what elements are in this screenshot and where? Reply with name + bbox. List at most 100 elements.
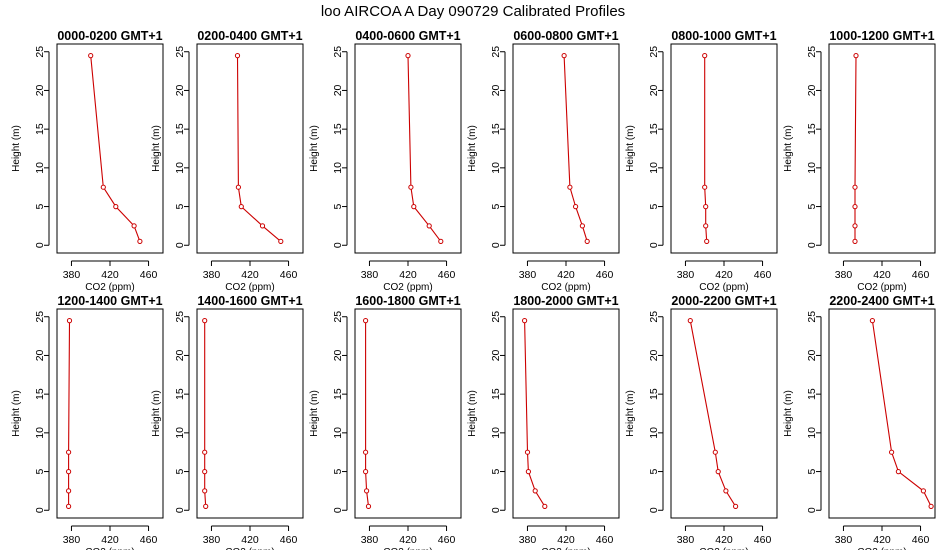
x-tick-label: 380	[361, 269, 379, 281]
y-tick-label: 0	[332, 242, 344, 248]
profile-line	[871, 320, 932, 507]
x-axis: 380 420 460 CO2 (ppm)	[519, 525, 614, 550]
x-axis-label: CO2 (ppm)	[225, 547, 274, 550]
y-tick-label: 20	[490, 349, 502, 361]
data-point	[561, 53, 567, 59]
data-point	[573, 204, 579, 210]
y-tick-label: 5	[490, 468, 502, 474]
data-point	[365, 503, 372, 509]
y-axis: 0 5 10 15 20 25 Height (m)	[467, 311, 506, 513]
panel-5: 0800-1000 GMT+1 380 420 460 CO2 (ppm) 0 5 10 15 2…	[625, 29, 778, 293]
y-tick-label: 5	[490, 203, 502, 209]
y-tick-label: 5	[174, 468, 186, 474]
y-tick-label: 25	[648, 311, 660, 323]
panel-1: 0000-0200 GMT+1 380 420 460 CO2 (ppm) 0 5 10 15 2…	[11, 29, 164, 293]
x-axis: 380 420 460 CO2 (ppm)	[677, 260, 771, 293]
data-point	[703, 204, 709, 210]
y-tick-label: 0	[332, 507, 344, 513]
panel-10: 1800-2000 GMT+1 380 420 460 CO2 (ppm) 0 5 10 15 2…	[467, 294, 620, 550]
data-point	[278, 238, 284, 244]
data-point	[715, 469, 721, 475]
y-tick-label: 20	[332, 349, 344, 361]
data-point	[100, 184, 106, 190]
x-tick-label: 420	[241, 269, 259, 281]
profile-line	[68, 320, 71, 507]
y-axis-label: Height (m)	[783, 125, 794, 172]
y-tick-label: 15	[34, 123, 46, 135]
y-axis-label: Height (m)	[11, 125, 22, 172]
y-tick-label: 15	[174, 388, 186, 400]
x-tick-label: 380	[835, 534, 853, 546]
y-axis-label: Height (m)	[309, 125, 320, 172]
x-axis: 380 420 460 CO2 (ppm)	[203, 260, 297, 293]
y-tick-label: 15	[490, 388, 502, 400]
x-tick-label: 460	[596, 534, 614, 546]
y-axis-label: Height (m)	[467, 390, 478, 437]
y-axis-label: Height (m)	[625, 390, 636, 437]
plot-box	[670, 43, 778, 254]
panel-title: 0200-0400 GMT+1	[197, 29, 302, 43]
x-axis-label: CO2 (ppm)	[541, 282, 590, 293]
panel-title: 0800-1000 GMT+1	[671, 29, 776, 43]
y-tick-label: 10	[490, 162, 502, 174]
y-tick-label: 10	[332, 427, 344, 439]
plot-box	[196, 308, 304, 519]
y-tick-label: 10	[174, 162, 186, 174]
panel-title: 2200-2400 GMT+1	[829, 294, 934, 308]
data-point	[363, 449, 369, 455]
y-tick-label: 10	[648, 162, 660, 174]
data-point	[852, 204, 858, 210]
figure-title: loo AIRCOA A Day 090729 Calibrated Profi…	[321, 3, 625, 20]
y-tick-label: 5	[648, 203, 660, 209]
y-tick-label: 10	[490, 427, 502, 439]
y-tick-label: 10	[34, 427, 46, 439]
x-tick-label: 460	[280, 534, 298, 546]
data-point	[712, 449, 718, 455]
x-axis: 380 420 460 CO2 (ppm)	[519, 260, 613, 293]
x-tick-label: 460	[140, 534, 158, 546]
y-axis-label: Height (m)	[783, 390, 794, 437]
profile-line	[90, 55, 141, 242]
y-tick-label: 20	[174, 349, 186, 361]
data-point	[702, 53, 708, 59]
data-point	[702, 184, 708, 190]
x-axis: 380 420 460 CO2 (ppm)	[677, 525, 771, 550]
x-axis-label: CO2 (ppm)	[225, 282, 274, 293]
data-point	[363, 469, 369, 475]
profile-line	[854, 55, 857, 242]
y-tick-label: 0	[174, 242, 186, 248]
y-tick-label: 5	[648, 468, 660, 474]
data-point	[852, 238, 858, 244]
y-axis: 0 5 10 15 20 25 Height (m)	[151, 311, 190, 513]
data-point	[525, 469, 532, 475]
y-tick-label: 25	[490, 311, 502, 323]
panel-title: 1400-1600 GMT+1	[197, 294, 302, 308]
y-tick-label: 0	[648, 507, 660, 513]
data-point	[202, 488, 208, 494]
data-point	[66, 469, 72, 475]
data-point	[137, 238, 143, 244]
data-point	[920, 488, 927, 494]
x-tick-label: 420	[715, 534, 733, 546]
data-point	[895, 469, 902, 475]
y-tick-label: 15	[806, 388, 818, 400]
panel-title: 1200-1400 GMT+1	[57, 294, 162, 308]
x-tick-label: 420	[557, 534, 575, 546]
y-tick-label: 20	[806, 84, 818, 96]
data-point	[703, 223, 709, 229]
x-tick-label: 380	[677, 269, 695, 281]
x-axis: 380 420 460 CO2 (ppm)	[203, 525, 298, 550]
data-point	[66, 449, 72, 455]
panel-3: 0400-0600 GMT+1 380 420 460 CO2 (ppm) 0 5 10 15 2…	[309, 29, 462, 293]
y-axis: 0 5 10 15 20 25 Height (m)	[11, 311, 50, 513]
y-tick-label: 20	[332, 84, 344, 96]
data-point	[66, 318, 73, 324]
x-tick-label: 380	[63, 534, 81, 546]
data-point	[524, 449, 531, 455]
y-tick-label: 20	[490, 84, 502, 96]
x-axis-label: CO2 (ppm)	[699, 547, 748, 550]
x-axis-label: CO2 (ppm)	[857, 282, 906, 293]
y-tick-label: 0	[490, 507, 502, 513]
plot-box	[670, 308, 778, 519]
y-tick-label: 0	[490, 242, 502, 248]
